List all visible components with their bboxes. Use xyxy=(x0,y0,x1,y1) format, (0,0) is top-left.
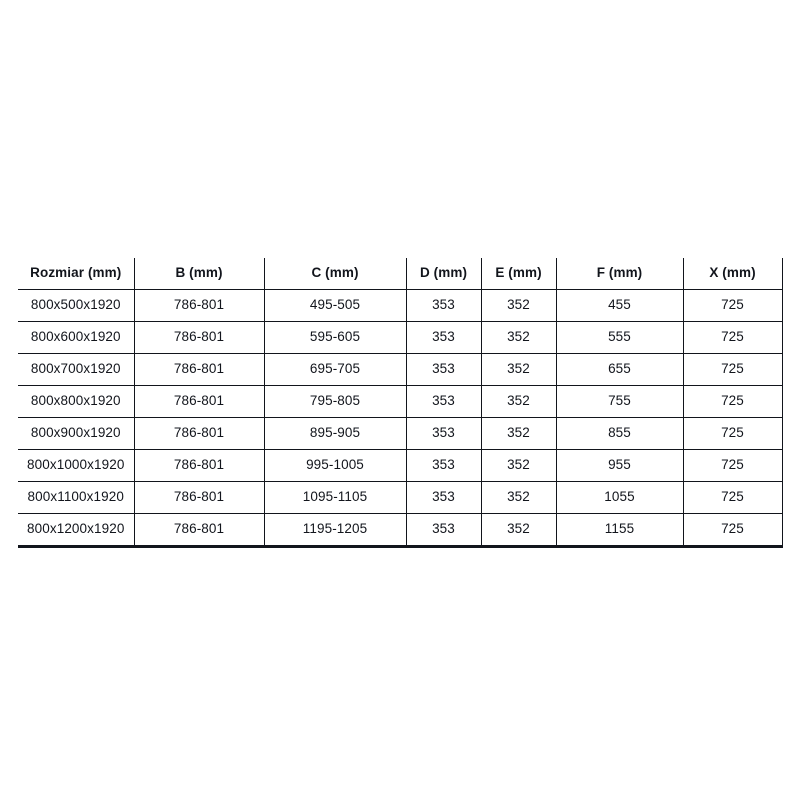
cell-f: 755 xyxy=(556,385,684,418)
cell-f: 655 xyxy=(556,353,684,386)
table-row: 800x1200x1920 786-801 1195-1205 353 352 … xyxy=(18,513,783,548)
cell-f: 455 xyxy=(556,289,684,322)
cell-c: 495-505 xyxy=(264,289,407,322)
cell-b: 786-801 xyxy=(134,385,265,418)
cell-f: 555 xyxy=(556,321,684,354)
table-row: 800x700x1920 786-801 695-705 353 352 655… xyxy=(18,353,783,386)
cell-rozmiar: 800x1100x1920 xyxy=(18,481,135,514)
cell-rozmiar: 800x500x1920 xyxy=(18,289,135,322)
table-row: 800x1000x1920 786-801 995-1005 353 352 9… xyxy=(18,449,783,482)
table-header: Rozmiar (mm) B (mm) C (mm) D (mm) E (mm)… xyxy=(18,258,783,290)
cell-rozmiar: 800x1200x1920 xyxy=(18,513,135,548)
cell-d: 353 xyxy=(406,385,482,418)
cell-f: 955 xyxy=(556,449,684,482)
cell-e: 352 xyxy=(481,385,557,418)
cell-x: 725 xyxy=(683,289,783,322)
column-header-d: D (mm) xyxy=(406,258,482,290)
cell-f: 1155 xyxy=(556,513,684,548)
cell-b: 786-801 xyxy=(134,449,265,482)
cell-x: 725 xyxy=(683,321,783,354)
cell-c: 995-1005 xyxy=(264,449,407,482)
cell-c: 795-805 xyxy=(264,385,407,418)
cell-b: 786-801 xyxy=(134,513,265,548)
table-row: 800x800x1920 786-801 795-805 353 352 755… xyxy=(18,385,783,418)
cell-rozmiar: 800x900x1920 xyxy=(18,417,135,450)
table-row: 800x600x1920 786-801 595-605 353 352 555… xyxy=(18,321,783,354)
cell-c: 1195-1205 xyxy=(264,513,407,548)
table-row: 800x1100x1920 786-801 1095-1105 353 352 … xyxy=(18,481,783,514)
cell-d: 353 xyxy=(406,289,482,322)
cell-e: 352 xyxy=(481,513,557,548)
column-header-c: C (mm) xyxy=(264,258,407,290)
cell-c: 895-905 xyxy=(264,417,407,450)
cell-d: 353 xyxy=(406,449,482,482)
table-row: 800x500x1920 786-801 495-505 353 352 455… xyxy=(18,289,783,322)
cell-b: 786-801 xyxy=(134,321,265,354)
cell-rozmiar: 800x700x1920 xyxy=(18,353,135,386)
column-header-x: X (mm) xyxy=(683,258,783,290)
cell-e: 352 xyxy=(481,353,557,386)
column-header-f: F (mm) xyxy=(556,258,684,290)
cell-d: 353 xyxy=(406,513,482,548)
cell-rozmiar: 800x1000x1920 xyxy=(18,449,135,482)
cell-f: 1055 xyxy=(556,481,684,514)
cell-e: 352 xyxy=(481,417,557,450)
cell-d: 353 xyxy=(406,321,482,354)
cell-d: 353 xyxy=(406,481,482,514)
cell-x: 725 xyxy=(683,481,783,514)
cell-x: 725 xyxy=(683,353,783,386)
cell-e: 352 xyxy=(481,289,557,322)
cell-c: 595-605 xyxy=(264,321,407,354)
cell-e: 352 xyxy=(481,321,557,354)
cell-e: 352 xyxy=(481,481,557,514)
cell-c: 1095-1105 xyxy=(264,481,407,514)
cell-e: 352 xyxy=(481,449,557,482)
cell-d: 353 xyxy=(406,417,482,450)
cell-c: 695-705 xyxy=(264,353,407,386)
cell-b: 786-801 xyxy=(134,481,265,514)
cell-x: 725 xyxy=(683,417,783,450)
cell-x: 725 xyxy=(683,449,783,482)
cell-d: 353 xyxy=(406,353,482,386)
cell-x: 725 xyxy=(683,513,783,548)
column-header-e: E (mm) xyxy=(481,258,557,290)
cell-b: 786-801 xyxy=(134,289,265,322)
cell-x: 725 xyxy=(683,385,783,418)
table-header-row: Rozmiar (mm) B (mm) C (mm) D (mm) E (mm)… xyxy=(18,258,783,290)
cell-b: 786-801 xyxy=(134,417,265,450)
cell-rozmiar: 800x800x1920 xyxy=(18,385,135,418)
cell-rozmiar: 800x600x1920 xyxy=(18,321,135,354)
specification-table-container: Rozmiar (mm) B (mm) C (mm) D (mm) E (mm)… xyxy=(18,258,783,548)
table-body: 800x500x1920 786-801 495-505 353 352 455… xyxy=(18,289,783,548)
cell-b: 786-801 xyxy=(134,353,265,386)
cell-f: 855 xyxy=(556,417,684,450)
table-row: 800x900x1920 786-801 895-905 353 352 855… xyxy=(18,417,783,450)
column-header-rozmiar: Rozmiar (mm) xyxy=(18,258,135,290)
column-header-b: B (mm) xyxy=(134,258,265,290)
specification-table: Rozmiar (mm) B (mm) C (mm) D (mm) E (mm)… xyxy=(18,258,783,548)
